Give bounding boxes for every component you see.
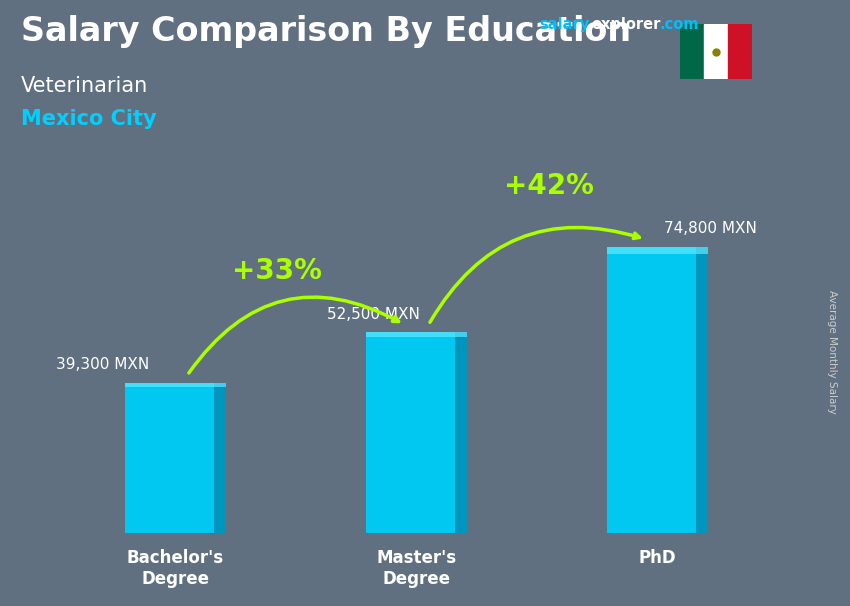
FancyBboxPatch shape	[125, 383, 226, 387]
Text: Mexico City: Mexico City	[21, 109, 157, 129]
Bar	[728, 24, 752, 79]
Text: +33%: +33%	[231, 257, 321, 285]
FancyBboxPatch shape	[366, 332, 468, 338]
Text: .com: .com	[660, 17, 699, 32]
FancyBboxPatch shape	[366, 332, 468, 533]
Text: Veterinarian: Veterinarian	[21, 76, 149, 96]
Bar	[704, 24, 728, 79]
Text: 74,800 MXN: 74,800 MXN	[665, 221, 757, 236]
FancyBboxPatch shape	[213, 383, 226, 533]
FancyBboxPatch shape	[455, 332, 468, 533]
FancyBboxPatch shape	[607, 247, 708, 254]
Bar	[680, 24, 704, 79]
FancyBboxPatch shape	[125, 383, 226, 533]
Text: explorer: explorer	[592, 17, 661, 32]
Text: 52,500 MXN: 52,500 MXN	[326, 307, 420, 322]
FancyBboxPatch shape	[607, 247, 708, 533]
Text: +42%: +42%	[504, 171, 594, 200]
Text: Salary Comparison By Education: Salary Comparison By Education	[21, 15, 632, 48]
FancyBboxPatch shape	[696, 247, 708, 533]
Text: salary: salary	[540, 17, 590, 32]
Text: Average Monthly Salary: Average Monthly Salary	[827, 290, 837, 413]
Text: 39,300 MXN: 39,300 MXN	[56, 357, 150, 372]
